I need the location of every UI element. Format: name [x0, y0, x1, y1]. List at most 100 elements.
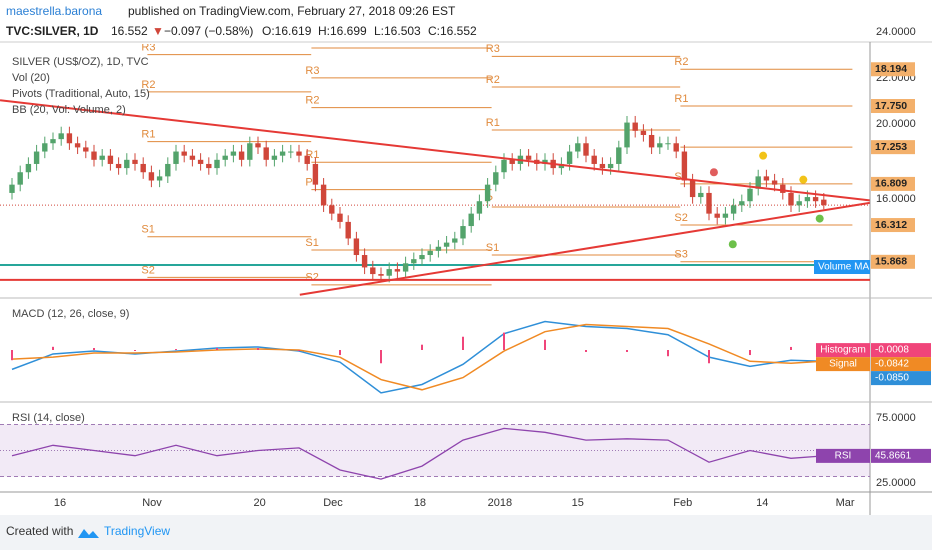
- candle-body: [599, 163, 606, 169]
- candle-body: [722, 213, 729, 218]
- candle-body: [165, 163, 171, 177]
- low: L:16.503: [374, 24, 421, 38]
- volume-ma-tag: [814, 260, 870, 274]
- candle-body: [361, 255, 368, 268]
- last-price: 16.552: [111, 24, 148, 38]
- tag-box: [871, 357, 931, 372]
- histogram-bar: [11, 350, 13, 361]
- candle-body: [115, 163, 122, 169]
- histogram-bar: [421, 344, 423, 350]
- candle-body: [132, 159, 138, 164]
- price-tag-label: 17.253: [875, 141, 907, 153]
- histogram-bar: [585, 350, 587, 352]
- candle-body: [484, 184, 491, 202]
- tag-name-box: [816, 343, 870, 358]
- candle-body: [107, 155, 114, 164]
- footer-brand[interactable]: TradingView: [104, 524, 170, 538]
- candle-body: [755, 176, 761, 189]
- candle-body: [370, 267, 376, 275]
- footer-created: Created with: [6, 524, 73, 538]
- histogram-bar: [175, 349, 177, 351]
- rsi-title: RSI (14, close): [12, 412, 85, 424]
- x-tick-label: Mar: [836, 497, 855, 509]
- trendline: [0, 99, 870, 202]
- candle-body: [730, 205, 737, 214]
- candle-body: [279, 151, 286, 156]
- pivot-label: S1: [305, 237, 318, 249]
- volume-ma-label: Volume MA: [818, 262, 869, 273]
- candle-body: [9, 184, 15, 193]
- candle-body: [156, 176, 163, 181]
- pivot-label: R2: [486, 74, 500, 86]
- candle-body: [607, 163, 614, 169]
- candle-body: [780, 184, 786, 193]
- pivot-label: R1: [486, 117, 500, 129]
- histogram-bar: [462, 336, 464, 350]
- histogram-bar: [339, 350, 341, 356]
- candle-body: [443, 242, 450, 247]
- scale-label: 24.0000: [876, 26, 916, 38]
- scale-label: 16.0000: [876, 193, 916, 205]
- tag-name-box: [816, 357, 870, 372]
- x-tick-label: 14: [756, 497, 768, 509]
- candle-body: [411, 259, 417, 264]
- signal-marker: [728, 240, 737, 249]
- open: O:16.619: [262, 24, 312, 38]
- x-tick-label: 15: [572, 497, 584, 509]
- price-pane: R3R2R1S1S2R4R3R2R1PS1S2R3R2R1PS1R2R1S1S2…: [0, 44, 870, 296]
- candle-body: [435, 246, 442, 251]
- candle-body: [763, 176, 770, 181]
- tag-name: Histogram: [820, 345, 866, 356]
- candle-body: [640, 130, 647, 135]
- histogram-bar: [298, 350, 300, 352]
- candle-body: [173, 151, 179, 164]
- candle-body: [247, 143, 253, 160]
- pivot-label: R2: [305, 95, 319, 107]
- macd-title: MACD (12, 26, close, 9): [12, 308, 129, 320]
- signal-marker: [799, 175, 808, 184]
- candle-body: [124, 159, 130, 169]
- pivot-label: S3: [674, 249, 687, 261]
- candle-body: [263, 147, 269, 160]
- footer: [0, 515, 932, 550]
- candle-body: [419, 255, 425, 260]
- x-tick-label: 16: [54, 497, 66, 509]
- pivot-label: P: [305, 177, 312, 189]
- x-tick-label: 18: [414, 497, 426, 509]
- legend-indicator: BB (20, Vol: Volume, 2): [12, 104, 126, 116]
- pivot-label: S2: [305, 272, 318, 284]
- histogram-bar: [667, 350, 669, 357]
- y-tick-label: 75.0000: [876, 412, 916, 424]
- candle-body: [509, 159, 515, 164]
- pivot-label: R1: [674, 93, 688, 105]
- candle-body: [624, 122, 630, 148]
- high: H:16.699: [318, 24, 367, 38]
- candle-body: [189, 155, 196, 160]
- candle-body: [493, 172, 499, 185]
- author[interactable]: maestrella.barona: [6, 4, 102, 18]
- candle-body: [206, 163, 212, 169]
- tag-name-box: [816, 448, 870, 463]
- tag-value: 45.8661: [875, 451, 912, 462]
- candle-body: [320, 184, 327, 206]
- tag-value: -0.0008: [875, 345, 909, 356]
- candle-body: [99, 155, 105, 160]
- x-tick-label: Nov: [142, 497, 162, 509]
- price-tag-label: 15.868: [875, 256, 907, 268]
- price-tag: [871, 62, 915, 77]
- overlay: 18.194 17.750 17.253 16.809 16.312 15.868 16 No…: [54, 62, 931, 509]
- legend-indicator: Vol (20): [12, 72, 50, 84]
- tag-name: RSI: [835, 451, 852, 462]
- candle-body: [337, 213, 343, 222]
- candle-body: [542, 159, 548, 164]
- candle-body: [525, 155, 532, 160]
- candle-body: [230, 151, 237, 156]
- trendline: [299, 201, 870, 296]
- candle-body: [238, 151, 245, 160]
- histogram-bar: [626, 350, 628, 352]
- published: published on TradingView.com, February 2…: [128, 4, 456, 18]
- candle-body: [296, 151, 302, 156]
- histogram-bar: [380, 350, 382, 364]
- candle-body: [698, 192, 704, 198]
